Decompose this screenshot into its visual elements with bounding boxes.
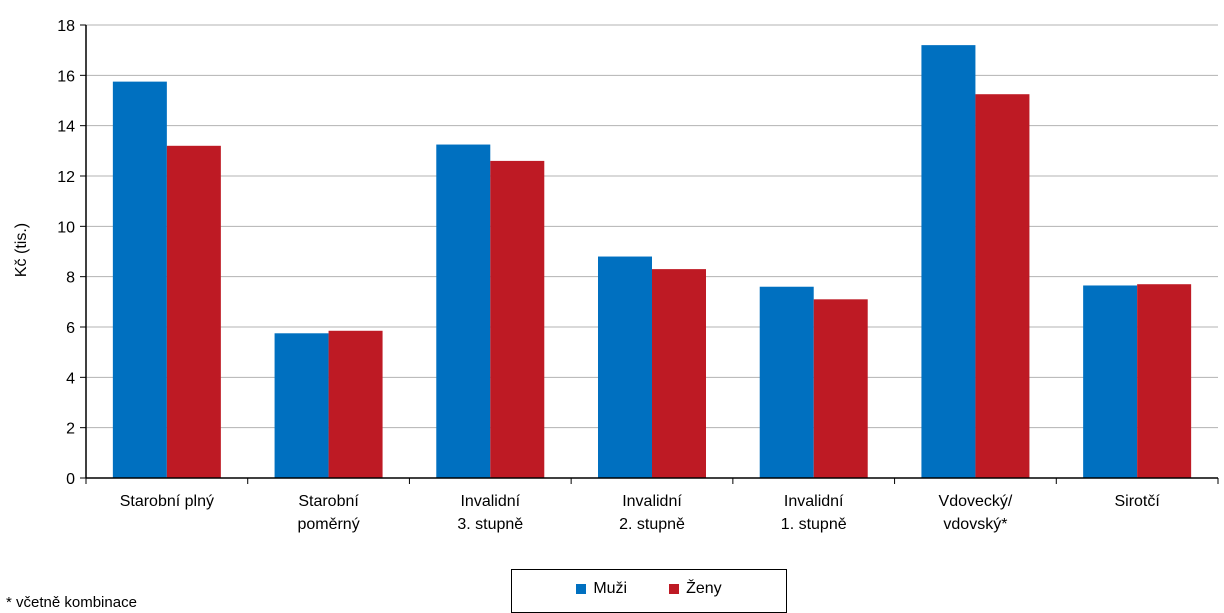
x-tick-label-line: Starobní bbox=[298, 493, 359, 510]
y-tick-label-14: 14 bbox=[57, 119, 75, 136]
bar-ženy-0 bbox=[166, 145, 221, 479]
x-tick-label-line: 3. stupně bbox=[457, 516, 523, 533]
legend-label-muzi: Muži bbox=[593, 580, 628, 597]
footnote: * včetně kombinace bbox=[6, 594, 137, 611]
y-tick-label-12: 12 bbox=[57, 169, 75, 186]
x-tick-label-line: 2. stupně bbox=[619, 516, 685, 533]
y-tick-label-8: 8 bbox=[66, 270, 75, 287]
legend-swatch-muzi bbox=[576, 584, 587, 594]
y-axis-label: Kč (tis.) bbox=[13, 223, 30, 277]
bars bbox=[112, 45, 1192, 479]
bar-muži-6 bbox=[1083, 285, 1138, 478]
bar-muži-1 bbox=[274, 333, 329, 478]
bar-muži-3 bbox=[598, 256, 652, 478]
bar-muži-0 bbox=[112, 81, 167, 478]
x-tick-label-line: Invalidní bbox=[460, 493, 520, 510]
legend: Muži Ženy bbox=[511, 569, 787, 613]
legend-swatch-zeny bbox=[669, 584, 680, 594]
y-tick-label-10: 10 bbox=[57, 219, 75, 236]
legend-item-muzi: Muži bbox=[576, 580, 627, 598]
bar-ženy-1 bbox=[328, 330, 383, 478]
bar-ženy-2 bbox=[490, 160, 545, 478]
bar-ženy-4 bbox=[813, 299, 868, 478]
x-tick-label-4: Invalidní 1. stupně bbox=[781, 493, 847, 533]
y-tick-label-18: 18 bbox=[57, 18, 75, 35]
x-tick-label-6: Sirotčí bbox=[1114, 493, 1160, 510]
y-tick-label-2: 2 bbox=[66, 421, 75, 438]
bar-ženy-3 bbox=[652, 269, 706, 478]
y-tick-label-6: 6 bbox=[66, 320, 75, 337]
axes bbox=[80, 24, 1219, 484]
x-tick-label-3: Invalidní 2. stupně bbox=[619, 493, 685, 533]
x-tick-label-line: vdovský* bbox=[943, 516, 1007, 533]
x-tick-label-5: Vdovecký/vdovský* bbox=[939, 493, 1013, 533]
x-tick-label-line: 1. stupně bbox=[781, 516, 847, 533]
y-tick-label-0: 0 bbox=[66, 471, 75, 488]
x-tick-label-line: Invalidní bbox=[784, 493, 844, 510]
x-tick-label-line: Starobní plný bbox=[120, 493, 214, 510]
bar-ženy-6 bbox=[1137, 284, 1192, 478]
y-tick-label-16: 16 bbox=[57, 68, 75, 85]
tick-labels: 0 2 4 6 8 10 12 14 16 18 Starobní plný Starobní pomě… bbox=[57, 18, 1160, 533]
legend-item-zeny: Ženy bbox=[669, 580, 722, 598]
bar-ženy-5 bbox=[975, 94, 1030, 478]
x-tick-label-line: Invalidní bbox=[622, 493, 682, 510]
x-tick-label-2: Invalidní 3. stupně bbox=[457, 493, 523, 533]
bar-muži-4 bbox=[759, 286, 814, 478]
legend-label-zeny: Ženy bbox=[686, 580, 722, 597]
x-tick-label-0: Starobní plný bbox=[120, 493, 214, 510]
y-tick-label-4: 4 bbox=[66, 370, 75, 387]
bar-muži-5 bbox=[921, 45, 976, 479]
x-tick-label-line: Vdovecký/ bbox=[939, 493, 1013, 510]
x-tick-label-line: Sirotčí bbox=[1114, 493, 1160, 510]
x-tick-label-1: Starobní poměrný bbox=[297, 493, 359, 533]
bar-muži-2 bbox=[436, 144, 491, 478]
x-tick-label-line: poměrný bbox=[297, 516, 359, 533]
